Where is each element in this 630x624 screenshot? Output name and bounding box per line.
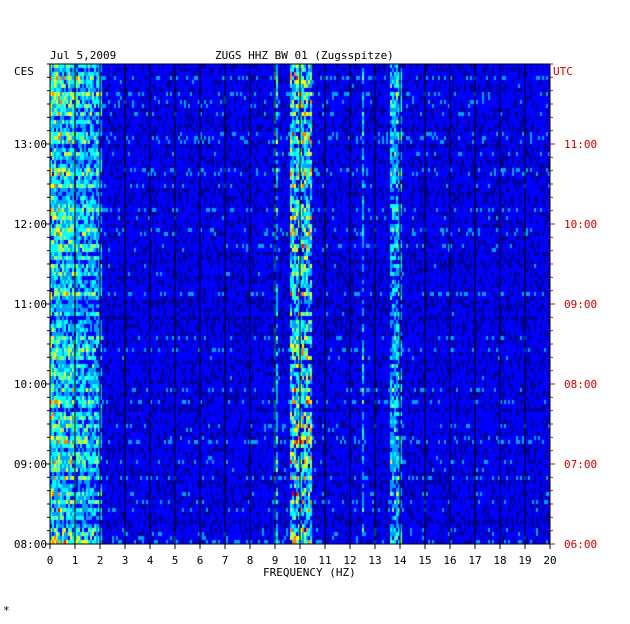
- x-tick-label: 1: [72, 554, 79, 567]
- left-tick-label: 12:00: [14, 218, 47, 231]
- x-tick-label: 20: [543, 554, 556, 567]
- x-tick-label: 3: [122, 554, 129, 567]
- left-tick-label: 13:00: [14, 138, 47, 151]
- left-tick-label: 08:00: [14, 538, 47, 551]
- x-tick-label: 5: [172, 554, 179, 567]
- x-tick-label: 14: [393, 554, 407, 567]
- left-axis-ticks: 13:00 12:00 11:00 10:00 09:00 08:00: [14, 63, 50, 551]
- left-tick-label: 09:00: [14, 458, 47, 471]
- left-tick-label: 11:00: [14, 298, 47, 311]
- x-tick-label: 19: [518, 554, 531, 567]
- x-tick-label: 10: [293, 554, 306, 567]
- left-tick-label: 10:00: [14, 378, 47, 391]
- x-tick-label: 8: [247, 554, 254, 567]
- x-tick-label: 16: [443, 554, 456, 567]
- footer-mark: *: [3, 604, 10, 617]
- grid-lines: [49, 64, 551, 544]
- x-tick-label: 11: [318, 554, 331, 567]
- right-tick-label: 10:00: [564, 218, 597, 231]
- x-axis-ticks: 0 1 2 3 4 5 6 7 8 9 10 11 12 13 14 15 16 17 18 19 20: [47, 544, 557, 567]
- right-tick-label: 07:00: [564, 458, 597, 471]
- chart-title: ZUGS HHZ BW 01 (Zugsspitze): [215, 49, 394, 62]
- x-tick-label: 17: [468, 554, 481, 567]
- x-tick-label: 9: [272, 554, 279, 567]
- x-tick-label: 0: [47, 554, 54, 567]
- x-tick-label: 18: [493, 554, 506, 567]
- right-tick-label: 06:00: [564, 538, 597, 551]
- x-tick-label: 12: [343, 554, 356, 567]
- x-axis-label: FREQUENCY (HZ): [263, 566, 356, 579]
- right-tick-label: 08:00: [564, 378, 597, 391]
- x-tick-label: 2: [97, 554, 104, 567]
- x-tick-label: 7: [222, 554, 229, 567]
- left-axis-timezone: CES: [14, 65, 34, 78]
- x-tick-label: 6: [197, 554, 204, 567]
- right-axis-timezone: UTC: [553, 65, 573, 78]
- x-tick-label: 4: [147, 554, 154, 567]
- chart-date: Jul 5,2009: [50, 49, 116, 62]
- right-tick-label: 09:00: [564, 298, 597, 311]
- right-axis-ticks: 11:00 10:00 09:00 08:00 07:00 06:00: [550, 63, 597, 551]
- right-tick-label: 11:00: [564, 138, 597, 151]
- x-tick-label: 15: [418, 554, 431, 567]
- x-tick-label: 13: [368, 554, 381, 567]
